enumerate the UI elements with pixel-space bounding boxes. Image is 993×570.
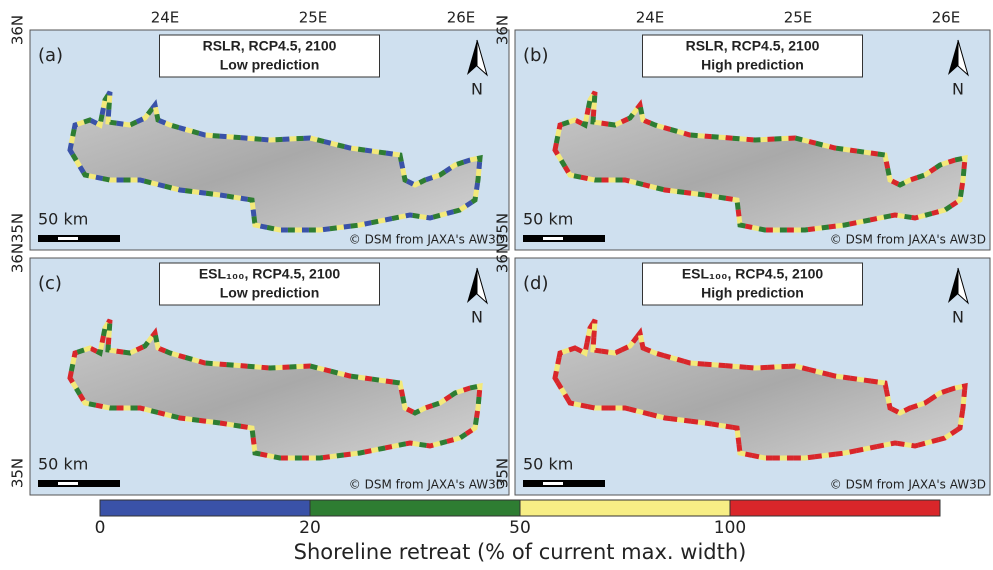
colorbar-tick-label: 0 bbox=[95, 518, 106, 538]
credit: © DSM from JAXA's AW3D bbox=[349, 233, 505, 247]
panel-title: High prediction bbox=[701, 285, 804, 301]
scale-bar bbox=[38, 235, 120, 242]
panel-label: (b) bbox=[523, 45, 548, 66]
scale-bar bbox=[58, 237, 78, 240]
north-label: N bbox=[471, 308, 483, 327]
y-tick-label: 36N bbox=[494, 15, 512, 45]
scale-bar bbox=[543, 237, 563, 240]
colorbar-segment bbox=[730, 500, 940, 516]
map-panel: (d) ESL₁₀₀, RCP4.5, 2100 High prediction N 5… bbox=[494, 243, 991, 495]
map-panel: (a) RSLR, RCP4.5, 2100 Low prediction N 50 k… bbox=[9, 9, 510, 251]
x-tick-label: 25E bbox=[784, 9, 813, 27]
colorbar-segment bbox=[520, 500, 730, 516]
y-tick-label: 35N bbox=[494, 213, 512, 243]
scale-bar bbox=[543, 482, 563, 485]
scale-label: 50 km bbox=[523, 455, 573, 474]
credit: © DSM from JAXA's AW3D bbox=[830, 478, 986, 492]
panel-label: (a) bbox=[38, 45, 63, 66]
colorbar-tick-label: 50 bbox=[509, 518, 531, 538]
north-label: N bbox=[471, 80, 483, 99]
scale-bar bbox=[523, 480, 605, 487]
scale-bar bbox=[523, 235, 605, 242]
figure: (a) RSLR, RCP4.5, 2100 Low prediction N 50 k… bbox=[0, 0, 993, 570]
panel-title: RSLR, RCP4.5, 2100 bbox=[203, 38, 337, 54]
y-tick-label: 35N bbox=[9, 458, 27, 488]
x-tick-label: 25E bbox=[299, 9, 328, 27]
panel-title: ESL₁₀₀, RCP4.5, 2100 bbox=[682, 266, 824, 282]
north-label: N bbox=[952, 80, 964, 99]
map-panel: (b) RSLR, RCP4.5, 2100 High prediction N 50 … bbox=[494, 9, 991, 251]
colorbar-segment bbox=[310, 500, 520, 516]
credit: © DSM from JAXA's AW3D bbox=[830, 233, 986, 247]
y-tick-label: 36N bbox=[494, 243, 512, 273]
colorbar-segment bbox=[100, 500, 310, 516]
scale-bar bbox=[58, 482, 78, 485]
y-tick-label: 36N bbox=[9, 15, 27, 45]
panel-title: Low prediction bbox=[220, 57, 320, 73]
colorbar-tick-label: 100 bbox=[714, 518, 746, 538]
x-tick-label: 24E bbox=[636, 9, 665, 27]
colorbar-title: Shoreline retreat (% of current max. wid… bbox=[294, 540, 747, 564]
panel-label: (c) bbox=[38, 273, 62, 294]
y-tick-label: 35N bbox=[9, 213, 27, 243]
scale-label: 50 km bbox=[38, 455, 88, 474]
x-tick-label: 26E bbox=[447, 9, 476, 27]
colorbar-tick-label: 20 bbox=[299, 518, 321, 538]
x-tick-label: 24E bbox=[151, 9, 180, 27]
panel-title: High prediction bbox=[701, 57, 804, 73]
panel-title: RSLR, RCP4.5, 2100 bbox=[686, 38, 820, 54]
scale-label: 50 km bbox=[523, 210, 573, 229]
scale-label: 50 km bbox=[38, 210, 88, 229]
panel-label: (d) bbox=[523, 273, 548, 294]
credit: © DSM from JAXA's AW3D bbox=[349, 478, 505, 492]
scale-bar bbox=[38, 480, 120, 487]
y-tick-label: 35N bbox=[494, 458, 512, 488]
panel-title: Low prediction bbox=[220, 285, 320, 301]
panel-title: ESL₁₀₀, RCP4.5, 2100 bbox=[199, 266, 341, 282]
y-tick-label: 36N bbox=[9, 243, 27, 273]
x-tick-label: 26E bbox=[932, 9, 961, 27]
north-label: N bbox=[952, 308, 964, 327]
map-panel: (c) ESL₁₀₀, RCP4.5, 2100 Low prediction N 50… bbox=[9, 243, 510, 495]
